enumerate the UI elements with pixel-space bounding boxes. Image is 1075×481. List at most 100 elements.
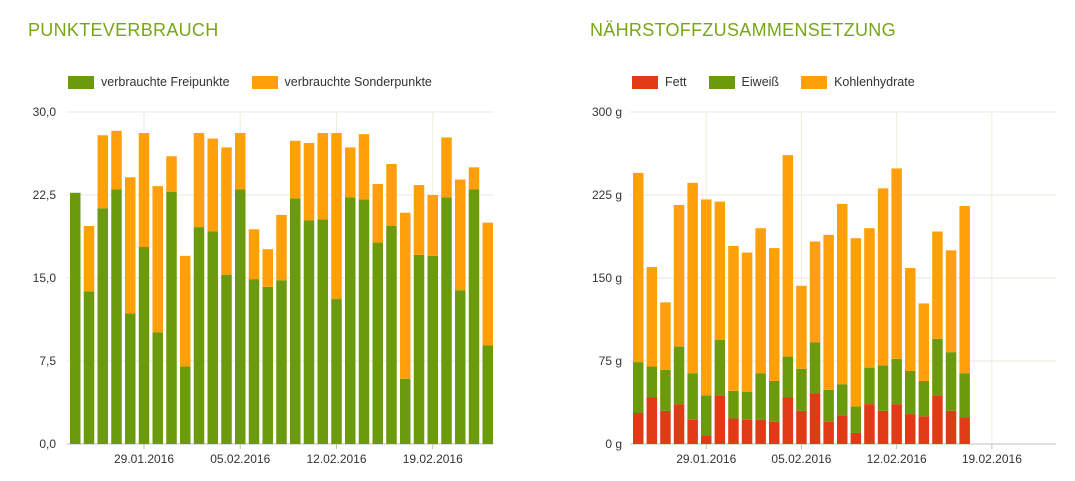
naehrstoff-chart: 0 g 75 g 150 g 225 g 300 g 29.01.2016 05.02.20… <box>592 105 1056 466</box>
bar-segment <box>905 370 916 415</box>
x-tick-label: 12.02.2016 <box>867 452 927 466</box>
bar-segment <box>125 177 136 314</box>
bar-segment <box>331 133 342 300</box>
bar-segment <box>331 299 342 444</box>
bar-segment <box>796 285 807 369</box>
bar-segment <box>468 189 480 444</box>
bar-segment <box>864 367 875 405</box>
y-tick-label: 300 g <box>592 105 622 119</box>
legend-item-sonderpunkte[interactable]: verbrauchte Sonderpunkte <box>251 75 432 89</box>
bar-segment <box>959 417 970 444</box>
bar-segment <box>932 395 943 444</box>
bar-segment <box>166 191 177 444</box>
bar-segment <box>864 404 875 444</box>
bar-segment <box>138 247 150 444</box>
bar-segment <box>837 384 848 416</box>
bar-segment <box>400 212 411 379</box>
bar-segment <box>262 286 273 444</box>
bar-segment <box>959 373 970 418</box>
y-tick-label: 30,0 <box>33 105 57 119</box>
bar-segment <box>207 231 218 444</box>
bar-segment <box>427 195 438 256</box>
legend-item-fett[interactable]: Fett <box>632 75 687 89</box>
bar-segment <box>809 241 821 343</box>
bar-segment <box>823 421 834 444</box>
legend-swatch <box>68 75 94 89</box>
bar-segment <box>152 186 163 333</box>
bar-segment <box>482 345 493 444</box>
punkteverbrauch-chart: 0,0 7,5 15,0 22,5 30,0 29.01.2016 05.02.2016 12… <box>33 105 493 466</box>
bar-segment <box>714 201 726 340</box>
legend-swatch <box>708 75 735 89</box>
bar-segment <box>427 255 438 444</box>
bar-segment <box>83 225 95 292</box>
bar-segment <box>796 368 807 411</box>
bar-segment <box>290 198 301 444</box>
bar-segment <box>918 380 930 417</box>
bar-segment <box>386 225 397 444</box>
bar-segment <box>864 228 875 368</box>
y-tick-label: 0,0 <box>39 437 56 451</box>
bar-segment <box>193 227 205 444</box>
bar-segment <box>207 138 218 232</box>
bar-segment <box>755 373 766 420</box>
x-tick-label: 05.02.2016 <box>771 452 831 466</box>
bar-segment <box>166 156 177 192</box>
chart-title: PUNKTEVERBRAUCH <box>28 20 219 40</box>
bar-segment <box>714 395 726 444</box>
y-tick-label: 7,5 <box>39 354 56 368</box>
bar-segment <box>358 199 370 444</box>
bar-segment <box>468 167 480 190</box>
bar-segment <box>945 352 957 411</box>
bar-segment <box>441 137 452 198</box>
bar-segment <box>755 419 766 444</box>
bar-segment <box>850 238 862 407</box>
bar-segment <box>714 339 726 396</box>
bar-segment <box>111 189 122 444</box>
bar-segment <box>809 393 821 444</box>
bar-segment <box>728 390 739 419</box>
bar-segment <box>660 369 671 411</box>
bar-segment <box>180 366 191 444</box>
bar-segment <box>111 130 122 190</box>
legend-label: verbrauchte Freipunkte <box>101 75 230 89</box>
bar-segment <box>782 356 794 398</box>
bar-segment <box>303 142 315 221</box>
bar-segment <box>276 214 287 281</box>
bar-segment <box>633 172 644 363</box>
bar-segment <box>741 419 753 444</box>
chart-title: NÄHRSTOFFZUSAMMENSETZUNG <box>590 20 896 40</box>
bar-segment <box>660 410 671 444</box>
bar-segment <box>877 188 889 366</box>
bar-segment <box>850 432 862 444</box>
bar-segment <box>248 279 260 444</box>
legend-item-freipunkte[interactable]: verbrauchte Freipunkte <box>68 75 230 89</box>
bar-segment <box>891 168 902 359</box>
bar-segment <box>687 182 698 374</box>
bar-segment <box>673 346 685 405</box>
bar-segment <box>945 250 957 353</box>
bar-segment <box>877 365 889 411</box>
bar-segment <box>769 380 780 422</box>
bar-segment <box>138 133 150 248</box>
bar-segment <box>455 179 466 291</box>
bar-segment <box>837 415 848 444</box>
legend-swatch <box>801 75 828 89</box>
legend: verbrauchte Freipunkte verbrauchte Sonde… <box>68 75 454 89</box>
y-tick-label: 0 g <box>605 437 622 451</box>
bar-segment <box>290 140 301 199</box>
legend-label: Kohlenhydrate <box>834 75 915 89</box>
legend-item-eiweiss[interactable]: Eiweiß <box>708 75 779 89</box>
bar-segment <box>372 183 383 243</box>
legend-item-kohlenhydrate[interactable]: Kohlenhydrate <box>801 75 915 89</box>
bar-segment <box>221 147 232 275</box>
bar-segment <box>782 397 794 444</box>
bar-segment <box>728 418 739 444</box>
x-tick-label: 12.02.2016 <box>306 452 366 466</box>
bar-segment <box>646 266 658 367</box>
bar-segment <box>687 419 698 444</box>
bar-segment <box>441 197 452 444</box>
bar-segment <box>413 254 425 444</box>
bar-segment <box>83 291 95 444</box>
y-tick-label: 15,0 <box>33 271 57 285</box>
